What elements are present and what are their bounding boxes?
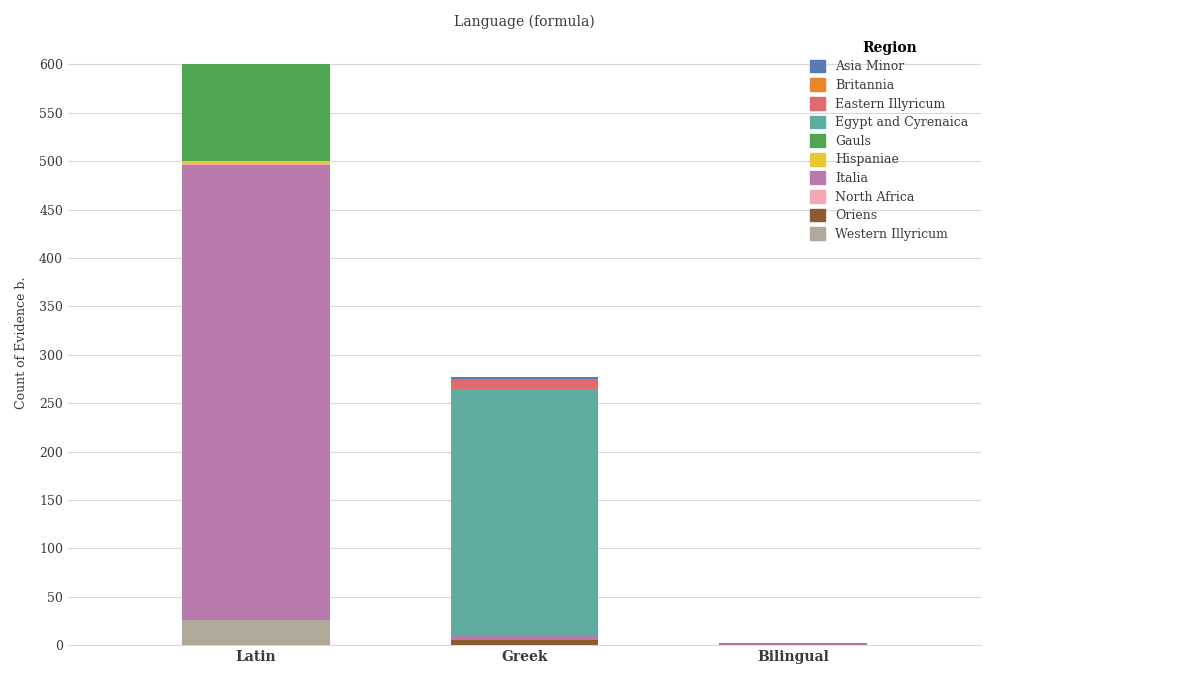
- Bar: [719, 644, 866, 645]
- Y-axis label: Count of Evidence b.: Count of Evidence b.: [14, 276, 28, 409]
- Bar: [451, 388, 599, 636]
- Bar: [451, 379, 599, 388]
- Bar: [451, 640, 599, 645]
- Bar: [182, 165, 330, 620]
- Bar: [451, 377, 599, 379]
- Bar: [451, 636, 599, 640]
- Bar: [719, 643, 866, 644]
- Bar: [182, 161, 330, 163]
- Bar: [182, 163, 330, 165]
- Bar: [182, 65, 330, 161]
- Bar: [182, 620, 330, 645]
- Legend: Asia Minor, Britannia, Eastern Illyricum, Egypt and Cyrenaica, Gauls, Hispaniae,: Asia Minor, Britannia, Eastern Illyricum…: [804, 35, 974, 247]
- Title: Language (formula): Language (formula): [454, 15, 595, 29]
